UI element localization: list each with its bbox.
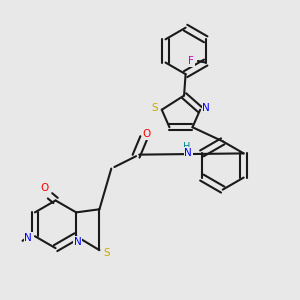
Text: N: N bbox=[202, 103, 210, 113]
Text: N: N bbox=[24, 233, 32, 243]
Text: O: O bbox=[40, 183, 49, 193]
Text: N: N bbox=[74, 237, 82, 247]
Text: S: S bbox=[152, 103, 158, 113]
Text: N: N bbox=[184, 148, 192, 158]
Text: H: H bbox=[183, 142, 190, 152]
Text: F: F bbox=[188, 56, 194, 66]
Text: S: S bbox=[103, 248, 110, 258]
Text: O: O bbox=[143, 129, 151, 139]
